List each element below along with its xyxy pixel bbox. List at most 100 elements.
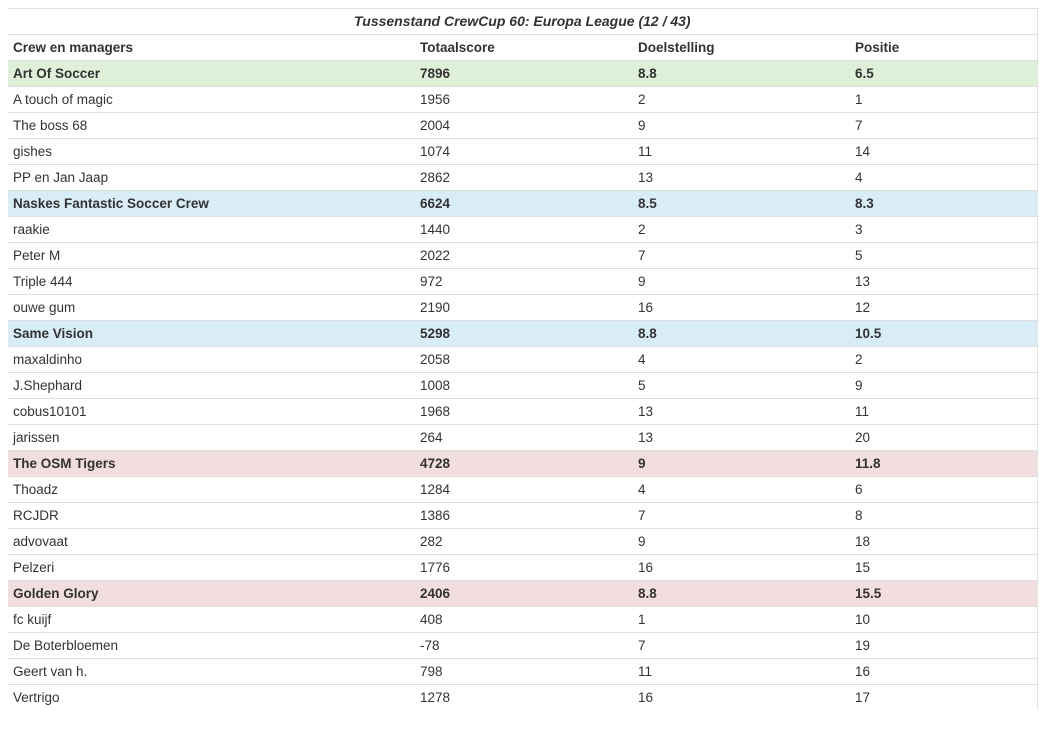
manager-name: Peter M [8, 242, 415, 269]
manager-positie: 2 [850, 346, 1038, 373]
manager-name: jarissen [8, 424, 415, 451]
manager-row: gishes 1074 11 14 [8, 138, 1038, 165]
manager-name: advovaat [8, 528, 415, 555]
manager-positie: 17 [850, 684, 1038, 710]
crew-totaalscore: 6624 [415, 190, 633, 217]
crew-name: Same Vision [8, 320, 415, 347]
manager-row: The boss 68 2004 9 7 [8, 112, 1038, 139]
manager-positie: 6 [850, 476, 1038, 503]
manager-positie: 12 [850, 294, 1038, 321]
manager-totaalscore: 2022 [415, 242, 633, 269]
crew-doelstelling: 9 [633, 450, 850, 477]
manager-row: maxaldinho 2058 4 2 [8, 346, 1038, 373]
crew-doelstelling: 8.8 [633, 60, 850, 87]
manager-positie: 8 [850, 502, 1038, 529]
crew-row: Golden Glory 2406 8.8 15.5 [8, 580, 1038, 607]
crew-row: Naskes Fantastic Soccer Crew 6624 8.5 8.… [8, 190, 1038, 217]
manager-doelstelling: 13 [633, 164, 850, 191]
crew-totaalscore: 4728 [415, 450, 633, 477]
manager-row: Geert van h. 798 11 16 [8, 658, 1038, 685]
crew-positie: 6.5 [850, 60, 1038, 87]
manager-positie: 18 [850, 528, 1038, 555]
manager-positie: 16 [850, 658, 1038, 685]
crew-totaalscore: 2406 [415, 580, 633, 607]
manager-row: jarissen 264 13 20 [8, 424, 1038, 451]
manager-totaalscore: 972 [415, 268, 633, 295]
manager-positie: 10 [850, 606, 1038, 633]
manager-positie: 7 [850, 112, 1038, 139]
manager-doelstelling: 1 [633, 606, 850, 633]
manager-doelstelling: 7 [633, 502, 850, 529]
crew-doelstelling: 8.8 [633, 580, 850, 607]
manager-row: Triple 444 972 9 13 [8, 268, 1038, 295]
manager-totaalscore: 1278 [415, 684, 633, 710]
manager-totaalscore: 264 [415, 424, 633, 451]
column-header-totaalscore: Totaalscore [415, 34, 633, 61]
manager-row: advovaat 282 9 18 [8, 528, 1038, 555]
crew-positie: 10.5 [850, 320, 1038, 347]
manager-positie: 13 [850, 268, 1038, 295]
manager-doelstelling: 4 [633, 476, 850, 503]
manager-name: Pelzeri [8, 554, 415, 581]
manager-row: fc kuijf 408 1 10 [8, 606, 1038, 633]
manager-totaalscore: 1386 [415, 502, 633, 529]
manager-name: fc kuijf [8, 606, 415, 633]
manager-doelstelling: 13 [633, 424, 850, 451]
column-header-positie: Positie [850, 34, 1038, 61]
manager-positie: 4 [850, 164, 1038, 191]
manager-totaalscore: 2862 [415, 164, 633, 191]
manager-doelstelling: 2 [633, 216, 850, 243]
manager-name: Thoadz [8, 476, 415, 503]
crew-name: Art Of Soccer [8, 60, 415, 87]
manager-row: De Boterbloemen -78 7 19 [8, 632, 1038, 659]
crew-row: The OSM Tigers 4728 9 11.8 [8, 450, 1038, 477]
manager-doelstelling: 13 [633, 398, 850, 425]
manager-doelstelling: 7 [633, 242, 850, 269]
manager-totaalscore: 1008 [415, 372, 633, 399]
manager-positie: 9 [850, 372, 1038, 399]
manager-doelstelling: 4 [633, 346, 850, 373]
manager-row: ouwe gum 2190 16 12 [8, 294, 1038, 321]
crew-row: Art Of Soccer 7896 8.8 6.5 [8, 60, 1038, 87]
manager-name: A touch of magic [8, 86, 415, 113]
manager-totaalscore: 282 [415, 528, 633, 555]
manager-positie: 19 [850, 632, 1038, 659]
manager-name: gishes [8, 138, 415, 165]
manager-positie: 11 [850, 398, 1038, 425]
manager-name: cobus10101 [8, 398, 415, 425]
manager-doelstelling: 9 [633, 268, 850, 295]
manager-totaalscore: 1440 [415, 216, 633, 243]
column-header-crew-en-managers: Crew en managers [8, 34, 415, 61]
manager-totaalscore: 798 [415, 658, 633, 685]
manager-row: PP en Jan Jaap 2862 13 4 [8, 164, 1038, 191]
manager-name: ouwe gum [8, 294, 415, 321]
manager-row: raakie 1440 2 3 [8, 216, 1038, 243]
manager-row: RCJDR 1386 7 8 [8, 502, 1038, 529]
manager-doelstelling: 2 [633, 86, 850, 113]
manager-row: A touch of magic 1956 2 1 [8, 86, 1038, 113]
manager-positie: 20 [850, 424, 1038, 451]
manager-row: Thoadz 1284 4 6 [8, 476, 1038, 503]
crew-doelstelling: 8.8 [633, 320, 850, 347]
manager-name: maxaldinho [8, 346, 415, 373]
manager-totaalscore: 2190 [415, 294, 633, 321]
crew-name: Naskes Fantastic Soccer Crew [8, 190, 415, 217]
manager-doelstelling: 16 [633, 554, 850, 581]
crew-name: Golden Glory [8, 580, 415, 607]
manager-doelstelling: 16 [633, 294, 850, 321]
crew-positie: 11.8 [850, 450, 1038, 477]
manager-name: Vertrigo [8, 684, 415, 710]
manager-positie: 14 [850, 138, 1038, 165]
crew-doelstelling: 8.5 [633, 190, 850, 217]
crew-positie: 15.5 [850, 580, 1038, 607]
manager-name: Geert van h. [8, 658, 415, 685]
manager-doelstelling: 9 [633, 528, 850, 555]
manager-name: J.Shephard [8, 372, 415, 399]
manager-name: RCJDR [8, 502, 415, 529]
manager-totaalscore: -78 [415, 632, 633, 659]
manager-name: PP en Jan Jaap [8, 164, 415, 191]
standings-table-container: Tussenstand CrewCup 60: Europa League (1… [8, 8, 1038, 710]
standings-table: Tussenstand CrewCup 60: Europa League (1… [8, 8, 1038, 710]
manager-doelstelling: 9 [633, 112, 850, 139]
manager-row: Pelzeri 1776 16 15 [8, 554, 1038, 581]
